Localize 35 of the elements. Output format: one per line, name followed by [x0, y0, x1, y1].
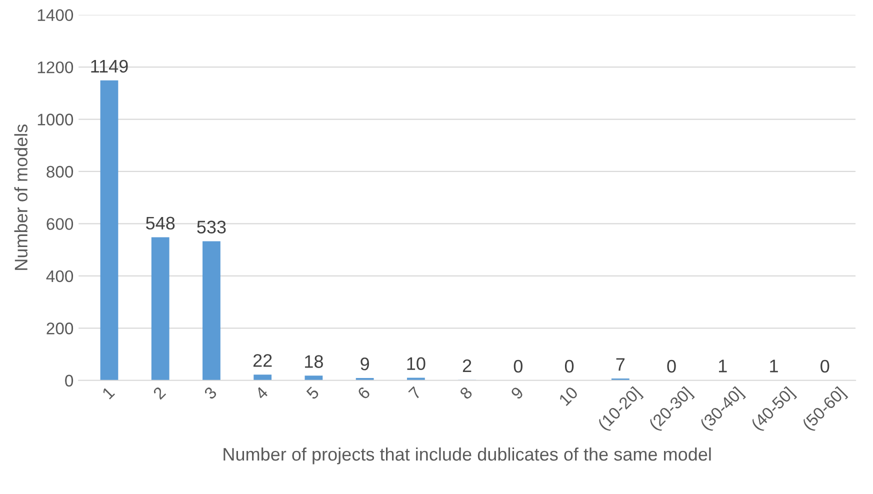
data-label: 22 — [253, 354, 272, 367]
x-tick-label: 9 — [510, 386, 524, 400]
y-tick-label: 1400 — [38, 9, 74, 22]
y-tick-label: 400 — [46, 270, 74, 282]
y-tick-label: 1200 — [38, 61, 74, 74]
x-tick-label: 7 — [408, 386, 422, 400]
data-label: 0 — [667, 360, 676, 373]
data-label: 7 — [616, 358, 625, 371]
data-label: 0 — [514, 360, 522, 373]
data-label: 10 — [407, 357, 426, 370]
y-tick-label: 600 — [46, 218, 74, 230]
x-tick-label: 3 — [203, 386, 218, 400]
x-tick-label: 10 — [558, 386, 579, 406]
y-axis-title: Number of models — [14, 124, 28, 270]
x-tick-label: 8 — [459, 386, 473, 400]
data-label: 0 — [820, 360, 830, 373]
y-tick-label: 0 — [65, 374, 74, 387]
data-label: 2 — [462, 359, 472, 372]
data-label: 1 — [770, 360, 778, 372]
y-tick-label: 200 — [46, 322, 74, 334]
x-tick-label: 1 — [102, 386, 115, 400]
data-label: 0 — [564, 360, 574, 373]
data-label: 533 — [197, 220, 226, 234]
x-tick-label: 6 — [356, 386, 371, 400]
data-label: 18 — [305, 355, 323, 368]
data-label: 9 — [360, 358, 369, 370]
x-axis-title: Number of projects that include dublicates of the same model — [224, 447, 711, 464]
data-label: 1 — [718, 360, 727, 372]
y-tick-label: 800 — [46, 166, 74, 178]
x-tick-label: 4 — [254, 386, 269, 400]
data-label: 548 — [146, 216, 175, 230]
y-tick-label: 1000 — [38, 114, 74, 126]
x-tick-label: 2 — [152, 386, 166, 400]
data-label: 1149 — [91, 60, 128, 73]
x-tick-label: 5 — [306, 386, 320, 400]
